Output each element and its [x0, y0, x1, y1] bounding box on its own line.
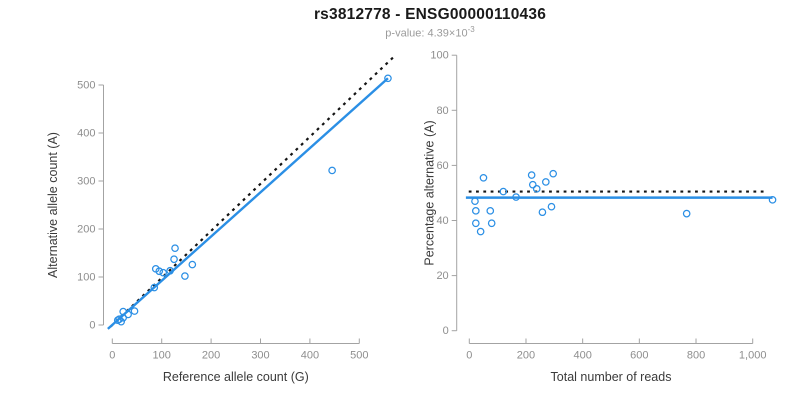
- y-tick-label: 60: [436, 160, 448, 172]
- figure-subtitle: p-value: 4.39×10-3: [60, 25, 800, 40]
- data-point: [471, 219, 480, 228]
- y-axis-title: Percentage alternative (A): [423, 120, 437, 265]
- y-tick-label: 100: [77, 272, 95, 284]
- data-point: [328, 166, 336, 175]
- fit-line: [107, 77, 389, 330]
- y-tick-label: 500: [77, 80, 95, 92]
- x-tick-label: 400: [573, 350, 591, 362]
- data-point: [547, 202, 556, 211]
- data-point: [487, 219, 496, 228]
- y-tick-label: 80: [436, 105, 448, 117]
- data-point: [155, 267, 164, 276]
- data-point: [476, 227, 485, 236]
- data-point: [170, 255, 178, 264]
- x-tick-label: 300: [251, 350, 269, 362]
- data-point: [682, 209, 691, 218]
- x-axis-title: Total number of reads: [551, 370, 672, 384]
- subtitle-text: p-value: 4.39×10: [385, 27, 468, 40]
- y-tick-label: 0: [443, 325, 449, 337]
- x-tick-label: 600: [630, 350, 648, 362]
- data-point: [486, 207, 495, 215]
- y-tick-label: 200: [77, 224, 95, 236]
- x-tick-label: 200: [202, 350, 220, 362]
- data-point: [150, 283, 159, 292]
- identity-line: [110, 56, 394, 328]
- data-point: [181, 272, 189, 280]
- data-point: [130, 307, 139, 315]
- data-point: [124, 310, 132, 319]
- y-tick-label: 300: [77, 176, 95, 188]
- data-point: [549, 169, 558, 178]
- x-tick-label: 100: [153, 350, 171, 362]
- data-point: [499, 187, 508, 196]
- data-point: [384, 74, 392, 83]
- data-point: [532, 184, 541, 193]
- data-point: [159, 268, 168, 277]
- x-axis-title: Reference allele count (G): [163, 370, 309, 384]
- x-tick-label: 800: [687, 350, 705, 362]
- y-tick-label: 40: [436, 215, 448, 227]
- left-plot: 0 100 200 300 400 500 0 100 200 300 400 500 Referenc…: [46, 56, 394, 384]
- data-point: [471, 207, 480, 215]
- y-axis-title: Alternative allele count (A): [46, 132, 60, 278]
- x-tick-label: 1,000: [739, 350, 767, 362]
- y-tick-label: 0: [89, 320, 95, 332]
- x-tick-label: 400: [301, 350, 319, 362]
- data-point: [527, 171, 536, 179]
- data-point: [188, 260, 197, 269]
- x-tick-label: 500: [350, 350, 368, 362]
- subtitle-exponent: -3: [467, 25, 475, 34]
- data-point: [171, 244, 179, 253]
- data-point: [538, 208, 547, 217]
- x-tick-label: 200: [517, 350, 535, 362]
- data-point: [471, 197, 479, 206]
- y-tick-label: 20: [436, 270, 448, 282]
- x-tick-label: 0: [109, 350, 115, 362]
- data-point: [541, 178, 550, 186]
- data-point: [166, 266, 174, 275]
- right-plot: 0 20 40 60 80 100 0 200 400 600 800 1,000 Total numb…: [423, 50, 777, 384]
- y-tick-label: 400: [77, 128, 95, 140]
- data-point: [512, 193, 520, 201]
- data-point: [528, 180, 537, 189]
- data-point: [768, 196, 777, 204]
- data-point: [479, 173, 488, 182]
- data-point: [117, 317, 126, 326]
- figure-title: rs3812778 - ENSG00000110436: [313, 6, 547, 23]
- y-tick-label: 100: [430, 50, 448, 62]
- x-tick-label: 0: [466, 350, 472, 362]
